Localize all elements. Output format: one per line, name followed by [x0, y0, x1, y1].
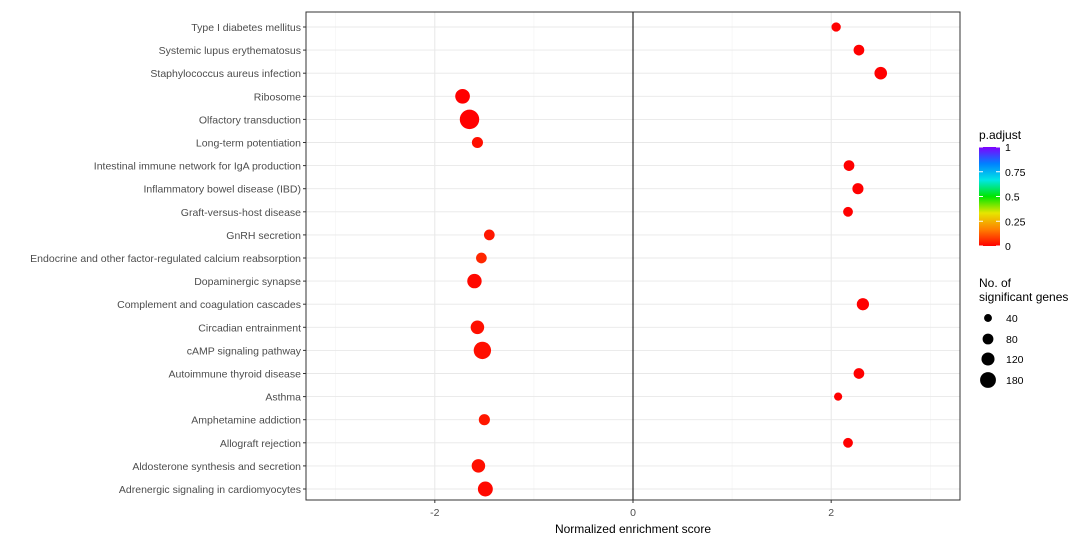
y-axis-labels: Type I diabetes mellitus Systemic lupus e… [30, 22, 306, 496]
data-point [476, 252, 487, 264]
size-legend-label: 80 [1006, 334, 1018, 346]
y-tick-label: Endocrine and other factor-regulated cal… [30, 253, 301, 265]
size-legend: No. of significant genes 40 80 120 180 [979, 276, 1068, 388]
size-legend-label: 40 [1006, 313, 1018, 325]
data-point [467, 273, 482, 289]
y-tick-label: Staphylococcus aureus infection [150, 68, 301, 80]
data-point [455, 88, 470, 104]
y-tick-label: Autoimmune thyroid disease [169, 369, 302, 381]
data-point [853, 368, 865, 379]
y-tick-label: cAMP signaling pathway [187, 345, 302, 357]
data-point [831, 22, 841, 32]
color-legend-label: 0.25 [1005, 216, 1026, 228]
y-tick-label: Asthma [265, 392, 301, 404]
size-legend-dot [981, 352, 995, 366]
y-tick-label: Graft-versus-host disease [181, 207, 301, 219]
size-legend-dot [984, 314, 992, 322]
data-point [471, 459, 486, 473]
data-point [459, 109, 480, 130]
y-tick-label: Aldosterone synthesis and secretion [132, 461, 301, 473]
y-tick-label: Complement and coagulation cascades [117, 299, 301, 311]
color-legend-label: 0.5 [1005, 192, 1020, 204]
y-tick-label: Inflammatory bowel disease (IBD) [143, 184, 301, 196]
data-point [853, 44, 865, 56]
data-point [843, 437, 853, 448]
size-legend-label: 180 [1006, 375, 1024, 387]
data-point [856, 298, 870, 311]
size-legend-label: 120 [1006, 354, 1024, 366]
x-tick-label: 0 [630, 507, 636, 519]
data-point [843, 206, 853, 217]
y-tick-label: Adrenergic signaling in cardiomyocytes [119, 484, 301, 496]
y-tick-label: GnRH secretion [226, 230, 301, 242]
y-tick-label: Intestinal immune network for IgA produc… [94, 161, 301, 173]
x-tick-label: -2 [430, 507, 439, 519]
x-tick-label: 2 [828, 507, 834, 519]
color-legend: p.adjust 1 0.75 0.5 0.25 0 [979, 128, 1026, 253]
plot-panel [305, 11, 961, 501]
y-tick-label: Dopaminergic synapse [194, 276, 301, 288]
data-point [834, 392, 843, 401]
y-tick-label: Long-term potentiation [196, 138, 301, 150]
y-tick-label: Olfactory transduction [199, 114, 301, 126]
data-point [478, 414, 490, 426]
data-point [852, 183, 864, 195]
y-tick-label: Ribosome [254, 91, 301, 103]
data-point [473, 341, 492, 360]
data-point [470, 320, 485, 335]
size-legend-dot [982, 333, 994, 345]
data-point [843, 160, 855, 171]
color-legend-label: 0 [1005, 241, 1011, 253]
y-tick-label: Allograft rejection [220, 438, 301, 450]
size-legend-title-line1: No. of [979, 276, 1012, 290]
size-legend-title-line2: significant genes [979, 290, 1068, 304]
y-tick-label: Type I diabetes mellitus [191, 22, 301, 34]
color-legend-bar [979, 147, 1000, 246]
y-tick-label: Circadian entrainment [198, 322, 301, 334]
data-point [477, 481, 493, 497]
y-tick-label: Systemic lupus erythematosus [159, 45, 301, 57]
size-legend-dot [980, 372, 996, 388]
x-axis-title: Normalized enrichment score [555, 522, 711, 536]
x-axis: -2 0 2 [430, 500, 834, 519]
color-legend-label: 0.75 [1005, 167, 1026, 179]
data-point [874, 66, 888, 80]
data-point [483, 229, 495, 241]
color-legend-title: p.adjust [979, 128, 1022, 142]
y-tick-label: Amphetamine addiction [191, 415, 301, 427]
color-legend-label: 1 [1005, 142, 1011, 154]
data-point [471, 136, 483, 149]
